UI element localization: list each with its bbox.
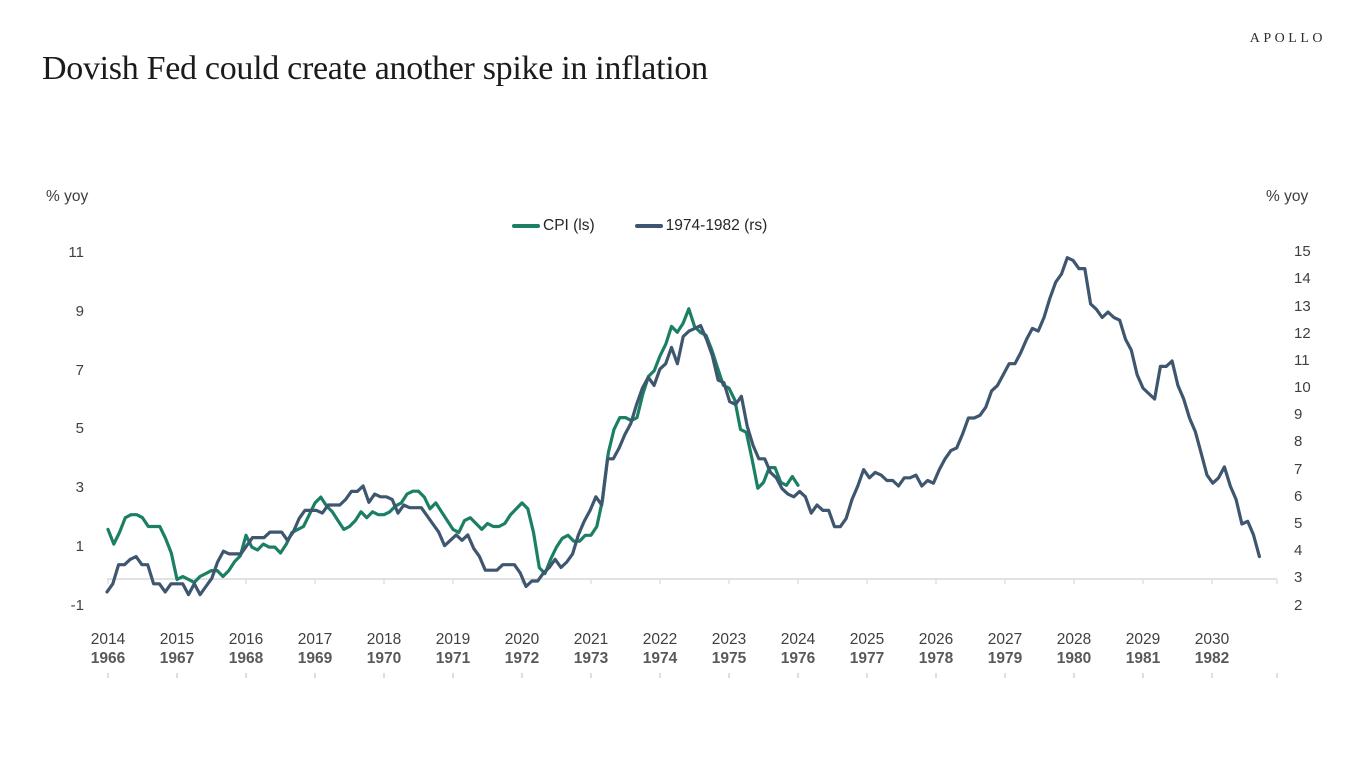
x-axis-label-pair: 2019 1971: [418, 630, 488, 668]
x-axis-year-top: 2024: [780, 631, 816, 648]
x-axis-year-top: 2015: [159, 631, 195, 648]
x-axis-year-bottom: 1966: [90, 650, 126, 667]
x-axis-year-top: 2016: [228, 631, 264, 648]
right-axis-tick-label: 15: [1294, 243, 1311, 260]
x-axis-label-pair: 2028 1980: [1039, 630, 1109, 668]
x-axis-year-bottom: 1971: [435, 650, 471, 667]
x-axis-label-pair: 2030 1982: [1177, 630, 1247, 668]
right-axis-tick-label: 12: [1294, 325, 1311, 342]
left-axis-tick-label: 1: [75, 538, 84, 555]
legend-label-1974-1982: 1974-1982 (rs): [665, 217, 768, 234]
right-axis-tick-label: 13: [1294, 298, 1311, 315]
x-axis-label-pair: 2022 1974: [625, 630, 695, 668]
apollo-logo: APOLLO: [1249, 31, 1326, 46]
left-axis-tick-label: 9: [75, 303, 84, 320]
x-axis-year-top: 2017: [297, 631, 333, 648]
right-axis-tick-label: 4: [1294, 542, 1303, 559]
x-axis-year-top: 2020: [504, 631, 540, 648]
x-axis-year-bottom: 1973: [573, 650, 609, 667]
x-axis-year-bottom: 1972: [504, 650, 540, 667]
x-axis-year-top: 2023: [711, 631, 747, 648]
x-axis-year-bottom: 1974: [642, 650, 678, 667]
x-axis-year-top: 2022: [642, 631, 678, 648]
right-axis-tick-label: 10: [1294, 379, 1311, 396]
left-axis-tick-label: 11: [68, 244, 84, 261]
legend-line-swatch-cpi: [512, 224, 540, 228]
x-axis-label-pair: 2017 1969: [280, 630, 350, 668]
x-axis-label-pair: 2023 1975: [694, 630, 764, 668]
x-axis-year-bottom: 1975: [711, 650, 747, 667]
x-axis-year-top: 2026: [918, 631, 954, 648]
x-axis-year-bottom: 1980: [1056, 650, 1092, 667]
x-axis-year-bottom: 1977: [849, 650, 885, 667]
series-line-cpi: [106, 307, 800, 585]
x-axis-label-pair: 2027 1979: [970, 630, 1040, 668]
x-axis-year-bottom: 1976: [780, 650, 816, 667]
right-axis-tick-label: 14: [1294, 270, 1311, 287]
x-axis-year-top: 2029: [1125, 631, 1161, 648]
x-axis-year-top: 2028: [1056, 631, 1092, 648]
x-axis-year-top: 2014: [90, 631, 126, 648]
legend-line-swatch-1974-1982: [634, 224, 663, 228]
x-axis-label-pair: 2015 1967: [142, 630, 212, 668]
x-axis-year-bottom: 1978: [918, 650, 954, 667]
right-axis-tick-label: 8: [1294, 433, 1303, 450]
x-axis-label-pair: 2016 1968: [211, 630, 281, 668]
legend-item-1974-1982: 1974-1982 (rs): [634, 217, 768, 235]
x-axis-year-top: 2018: [366, 631, 402, 648]
x-axis-label-pair: 2025 1977: [832, 630, 902, 668]
right-axis-unit-label: % yoy: [1266, 188, 1309, 205]
x-axis-year-bottom: 1967: [159, 650, 195, 667]
x-axis-year-top: 2027: [987, 631, 1023, 648]
x-axis-year-bottom: 1982: [1194, 650, 1230, 667]
x-axis-label-pair: 2014 1966: [73, 630, 143, 668]
right-axis-tick-label: 6: [1294, 488, 1303, 505]
x-axis-label-pair: 2020 1972: [487, 630, 557, 668]
legend-label-cpi: CPI (ls): [543, 217, 595, 234]
legend-item-cpi: CPI (ls): [512, 217, 595, 235]
series-line-1974-1982: [105, 256, 1262, 597]
page-title: Dovish Fed could create another spike in…: [42, 50, 708, 87]
x-axis-label-pair: 2018 1970: [349, 630, 419, 668]
x-axis-year-bottom: 1979: [987, 650, 1023, 667]
x-axis-year-bottom: 1970: [366, 650, 402, 667]
x-axis-year-top: 2021: [573, 631, 609, 648]
x-axis-year-bottom: 1981: [1125, 650, 1161, 667]
chart-legend: CPI (ls) 1974-1982 (rs): [512, 217, 767, 235]
x-axis-label-pair: 2029 1981: [1108, 630, 1178, 668]
x-axis-year-top: 2030: [1194, 631, 1230, 648]
right-axis-tick-label: 5: [1294, 515, 1303, 532]
left-axis-tick-label: -1: [70, 597, 84, 614]
right-axis-tick-label: 3: [1294, 569, 1303, 586]
x-axis-label-pair: 2024 1976: [763, 630, 833, 668]
left-axis-tick-label: 3: [75, 479, 84, 496]
left-axis-tick-label: 7: [75, 362, 84, 379]
right-axis-tick-label: 11: [1294, 352, 1310, 369]
left-axis-tick-label: 5: [75, 420, 84, 437]
x-axis-year-top: 2025: [849, 631, 885, 648]
right-axis-tick-label: 2: [1294, 597, 1303, 614]
x-axis-label-pair: 2026 1978: [901, 630, 971, 668]
right-axis-tick-label: 7: [1294, 461, 1303, 478]
left-axis-unit-label: % yoy: [46, 188, 89, 205]
right-axis-tick-label: 9: [1294, 406, 1303, 423]
x-axis-label-pair: 2021 1973: [556, 630, 626, 668]
x-axis-year-bottom: 1968: [228, 650, 264, 667]
x-axis-year-top: 2019: [435, 631, 471, 648]
x-axis-year-bottom: 1969: [297, 650, 333, 667]
